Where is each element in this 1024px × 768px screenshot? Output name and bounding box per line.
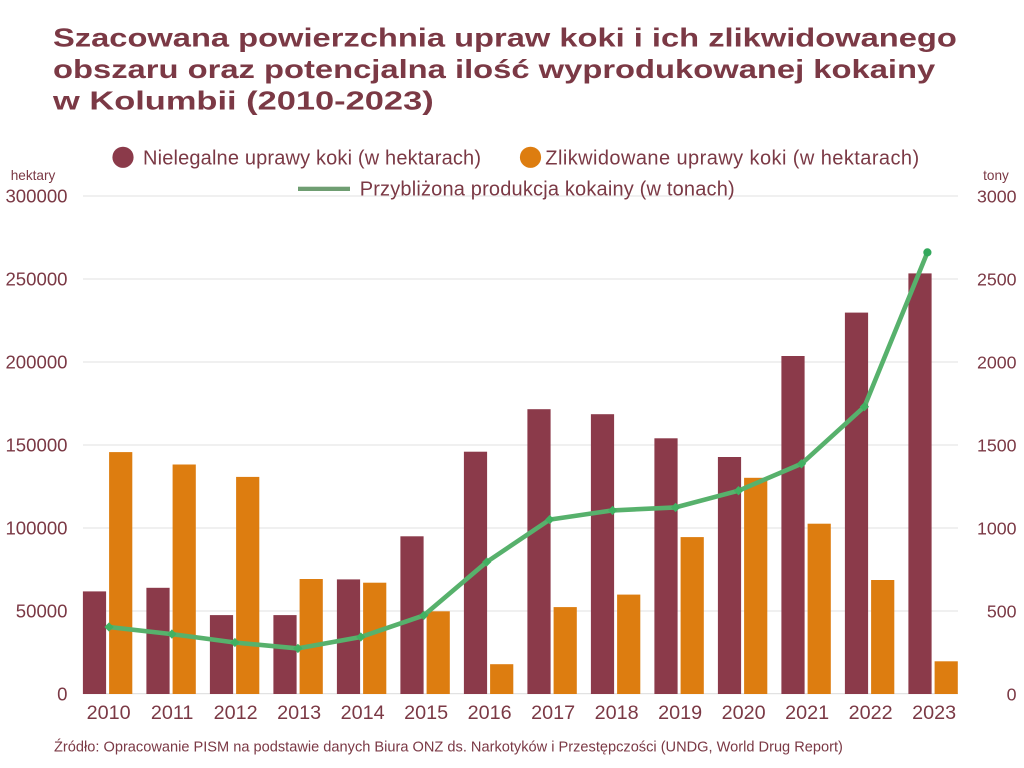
svg-text:0: 0: [57, 684, 67, 705]
svg-text:Nielegalne uprawy koki (w hekt: Nielegalne uprawy koki (w hektarach): [143, 147, 481, 169]
svg-text:1000: 1000: [977, 518, 1017, 538]
svg-text:2500: 2500: [977, 269, 1017, 289]
svg-text:2019: 2019: [658, 702, 702, 724]
svg-text:2017: 2017: [531, 702, 575, 724]
svg-text:250000: 250000: [5, 269, 67, 290]
svg-text:2012: 2012: [214, 702, 258, 724]
svg-text:Szacowana powierzchnia upraw k: Szacowana powierzchnia upraw koki i ich …: [53, 23, 957, 53]
svg-text:Zlikwidowane uprawy koki (w he: Zlikwidowane uprawy koki (w hektarach): [545, 147, 919, 169]
svg-text:2015: 2015: [404, 702, 448, 724]
svg-text:2023: 2023: [912, 702, 956, 724]
svg-text:50000: 50000: [16, 601, 68, 622]
svg-text:500: 500: [987, 601, 1017, 621]
svg-text:hektary: hektary: [11, 168, 56, 183]
svg-text:2020: 2020: [722, 702, 766, 724]
svg-text:w Kolumbii (2010-2023): w Kolumbii (2010-2023): [52, 86, 434, 116]
svg-text:2011: 2011: [151, 702, 194, 724]
svg-text:200000: 200000: [5, 352, 67, 373]
svg-text:Źródło: Opracowanie PISM na po: Źródło: Opracowanie PISM na podstawie da…: [54, 739, 843, 756]
svg-text:tony: tony: [983, 168, 1009, 183]
svg-text:100000: 100000: [5, 518, 67, 539]
svg-text:2010: 2010: [87, 702, 131, 724]
svg-text:2018: 2018: [595, 702, 639, 724]
svg-text:2021: 2021: [785, 702, 829, 724]
svg-text:2014: 2014: [341, 702, 385, 724]
svg-text:2022: 2022: [849, 702, 893, 724]
svg-text:300000: 300000: [5, 186, 67, 207]
svg-text:2013: 2013: [277, 702, 321, 724]
svg-text:obszaru oraz potencjalna ilość: obszaru oraz potencjalna ilość wyproduko…: [53, 54, 936, 84]
svg-text:1500: 1500: [977, 435, 1017, 455]
svg-text:2000: 2000: [977, 352, 1017, 372]
svg-text:2016: 2016: [468, 702, 512, 724]
svg-text:150000: 150000: [5, 435, 67, 456]
svg-text:Przybliżona produkcja kokainy: Przybliżona produkcja kokainy (w tonach): [360, 178, 735, 200]
svg-text:3000: 3000: [977, 186, 1017, 206]
svg-text:0: 0: [1007, 684, 1017, 704]
